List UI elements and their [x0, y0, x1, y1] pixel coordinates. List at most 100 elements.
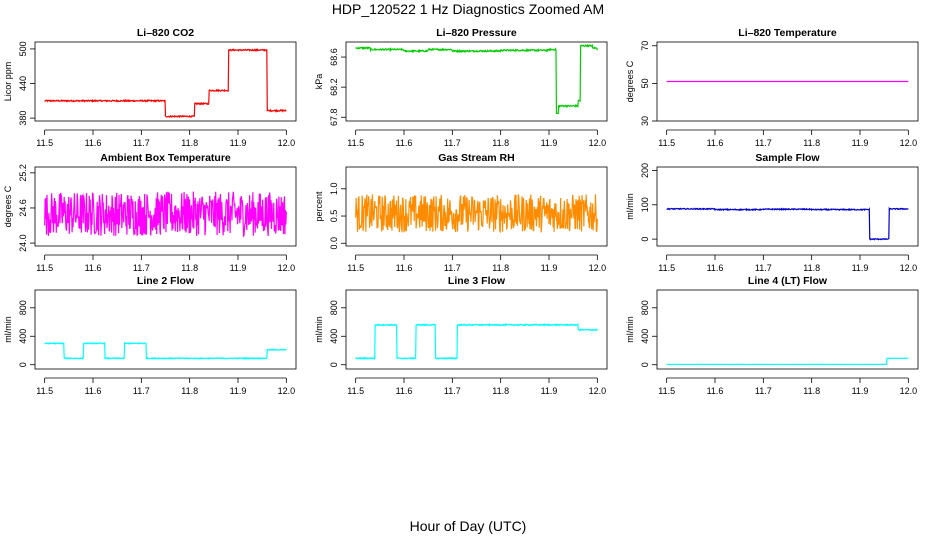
x-tick-label: 11.6 [85, 138, 102, 148]
x-tick-label: 12.0 [900, 263, 918, 273]
panel-6: Sample Flow ml/min 11.5 11.6 11.7 11.8 11.9 12.… [625, 152, 919, 273]
x-tick-label: 11.7 [444, 138, 461, 148]
panel-4: Ambient Box Temperature degrees C 11.5 11.6… [3, 152, 297, 273]
panel-title: Li–820 Temperature [738, 27, 837, 39]
x-tick-label: 11.6 [85, 263, 102, 273]
x-tick-label: 11.6 [85, 386, 102, 396]
x-tick-label: 11.5 [347, 263, 364, 273]
figure-x-axis-label: Hour of Day (UTC) [409, 518, 527, 534]
series-line [44, 191, 287, 238]
y-tick-label: 0 [640, 237, 650, 242]
y-tick-label: 800 [329, 300, 339, 315]
y-axis-label: ml/min [625, 316, 635, 343]
y-tick-label: 380 [18, 111, 28, 126]
panel-2: Li–820 Pressure kPa 11.5 11.6 11.7 11.8 11.9 12… [314, 27, 608, 148]
x-tick-label: 11.5 [658, 138, 675, 148]
x-tick-label: 11.8 [181, 138, 198, 148]
x-tick-label: 11.6 [396, 386, 413, 396]
panel-5: Gas Stream RH percent 11.5 11.6 11.7 11.8 11.9… [314, 152, 608, 273]
y-axis-label: degrees C [625, 60, 635, 102]
y-tick-label: 25.2 [18, 164, 28, 182]
x-tick-label: 11.5 [36, 138, 53, 148]
x-tick-label: 11.9 [230, 263, 247, 273]
x-tick-label: 11.6 [707, 138, 724, 148]
panel-8: Line 3 Flow ml/min 11.5 11.6 11.7 11.8 11.9 12.… [314, 275, 608, 396]
x-tick-label: 11.9 [230, 138, 247, 148]
plot-frame [345, 289, 608, 370]
x-tick-label: 12.0 [900, 386, 918, 396]
y-axis-label: Licor ppm [3, 62, 13, 102]
panel-title: Li–820 CO2 [137, 27, 194, 39]
y-tick-label: 0 [18, 362, 28, 367]
series-line [666, 357, 909, 366]
y-axis-label: degrees C [3, 185, 13, 227]
y-tick-label: 70 [640, 41, 650, 51]
x-tick-label: 11.5 [347, 386, 364, 396]
y-tick-label: 68.6 [329, 48, 339, 66]
panel-title: Ambient Box Temperature [100, 152, 231, 164]
x-tick-label: 11.8 [492, 386, 509, 396]
x-tick-label: 11.9 [852, 386, 869, 396]
plot-frame [345, 166, 608, 247]
x-tick-label: 12.0 [589, 386, 607, 396]
y-tick-label: 68.2 [329, 78, 339, 96]
plot-frame [656, 41, 919, 122]
x-tick-label: 11.6 [707, 386, 724, 396]
x-tick-label: 11.9 [852, 263, 869, 273]
plot-frame [34, 41, 297, 122]
x-tick-label: 11.5 [658, 263, 675, 273]
y-tick-label: 50 [640, 78, 650, 88]
x-tick-label: 11.7 [444, 386, 461, 396]
x-tick-label: 11.8 [803, 263, 820, 273]
x-tick-label: 11.8 [181, 386, 198, 396]
x-tick-label: 12.0 [589, 138, 607, 148]
y-tick-label: 400 [640, 329, 650, 344]
y-tick-label: 400 [329, 329, 339, 344]
x-tick-label: 12.0 [589, 263, 607, 273]
x-tick-label: 11.5 [347, 138, 364, 148]
y-axis-label: percent [314, 191, 324, 222]
x-tick-label: 11.9 [541, 138, 558, 148]
x-tick-label: 11.7 [755, 263, 772, 273]
plot-frame [34, 289, 297, 370]
y-tick-label: 800 [640, 300, 650, 315]
x-tick-label: 11.6 [707, 263, 724, 273]
panel-title: Li–820 Pressure [436, 27, 517, 39]
panel-9: Line 4 (LT) Flow ml/min 11.5 11.6 11.7 11.8 11… [625, 275, 919, 396]
y-tick-label: 800 [18, 300, 28, 315]
panel-7: Line 2 Flow ml/min 11.5 11.6 11.7 11.8 11.9 12.… [3, 275, 297, 396]
panel-title: Gas Stream RH [438, 152, 514, 164]
y-tick-label: 0 [329, 362, 339, 367]
series-line [355, 194, 598, 234]
x-tick-label: 11.9 [541, 386, 558, 396]
x-tick-label: 11.7 [755, 386, 772, 396]
panel-3: Li–820 Temperature degrees C 11.5 11.6 11.7 1… [625, 27, 919, 148]
y-axis-label: ml/min [3, 316, 13, 343]
x-tick-label: 11.6 [396, 138, 413, 148]
y-tick-label: 24.0 [18, 234, 28, 252]
x-tick-label: 11.8 [803, 138, 820, 148]
panel-1: Li–820 CO2 Licor ppm 11.5 11.6 11.7 11.8 11.9 1… [3, 27, 297, 148]
y-tick-label: 0.5 [329, 210, 339, 223]
y-tick-label: 100 [640, 197, 650, 212]
series-line [44, 48, 287, 119]
x-tick-label: 12.0 [278, 138, 296, 148]
x-tick-label: 12.0 [278, 263, 296, 273]
y-axis-label: ml/min [625, 193, 635, 220]
x-tick-label: 11.7 [133, 138, 150, 148]
x-tick-label: 11.9 [852, 138, 869, 148]
x-tick-label: 11.8 [803, 386, 820, 396]
x-tick-label: 11.8 [181, 263, 198, 273]
series-line [44, 341, 287, 360]
plot-frame [34, 166, 297, 247]
x-tick-label: 11.5 [658, 386, 675, 396]
y-tick-label: 67.8 [329, 108, 339, 126]
series-line [355, 322, 598, 360]
x-tick-label: 11.8 [492, 138, 509, 148]
x-tick-label: 12.0 [278, 386, 296, 396]
y-tick-label: 400 [18, 329, 28, 344]
x-tick-label: 12.0 [900, 138, 918, 148]
plot-frame [656, 289, 919, 370]
x-tick-label: 11.7 [755, 138, 772, 148]
